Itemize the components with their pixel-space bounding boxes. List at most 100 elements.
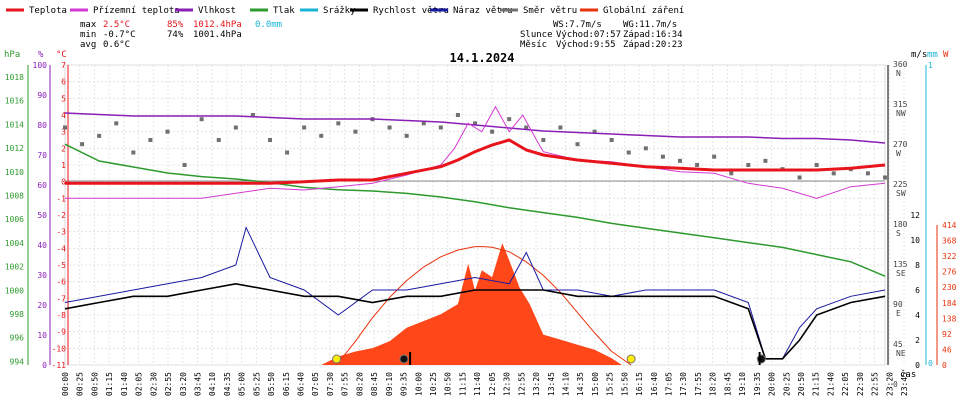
wind-direction-point	[63, 125, 67, 130]
dir-tick-label: 315	[893, 100, 908, 109]
ground-temperature-line	[65, 105, 886, 199]
humidity-tick-label: 70	[37, 151, 47, 160]
wind-direction-point	[438, 125, 443, 130]
temp-tick-label: 3	[61, 128, 66, 137]
wind-direction-point	[490, 129, 495, 134]
dir-compass-label: SW	[896, 189, 906, 198]
hpa-tick-label: 1004	[5, 239, 24, 248]
time-tick-label: 10:25	[429, 372, 438, 396]
temp-tick-label: 7	[61, 61, 66, 70]
humidity-axis-unit: %	[38, 50, 44, 60]
time-tick-label: 08:45	[370, 372, 379, 396]
wind-speed-line	[64, 282, 886, 360]
time-tick-label: 10:50	[444, 372, 453, 396]
time-tick-label: 07:30	[326, 372, 335, 396]
humidity-tick-label: 80	[37, 121, 47, 130]
time-tick-label: 14:35	[576, 372, 585, 396]
axes: hPa% °C1018101610141012101010081006100410…	[4, 50, 957, 396]
radiation-tick-label: 276	[942, 268, 957, 277]
time-tick-label: 22:30	[856, 372, 865, 396]
rain-tick-label: 1	[928, 61, 933, 70]
time-tick-label: 00:50	[90, 372, 99, 396]
radiation-tick-label: 414	[942, 221, 957, 230]
time-tick-label: 04:10	[208, 372, 217, 396]
legend-label: Teplota	[29, 6, 67, 16]
moonrise-info: Východ:9:55	[556, 40, 616, 50]
stats-pressure: 1001.4hPa	[193, 30, 242, 40]
radiation-tick-label: 0	[942, 361, 947, 370]
time-tick-label: 03:20	[179, 372, 188, 396]
radiation-tick-label: 368	[942, 237, 957, 246]
wind-direction-point	[336, 121, 341, 126]
wind-direction-point	[216, 138, 221, 143]
stats-humidity: 74%	[167, 30, 184, 40]
wind-speed-info: WS:7.7m/s	[553, 20, 602, 30]
time-tick-label: 11:15	[458, 372, 467, 396]
humidity-tick-label: 60	[37, 181, 47, 190]
hpa-tick-label: 994	[10, 357, 25, 366]
stats-temp: 2.5°C	[103, 20, 130, 30]
theoretical-radiation-line	[336, 246, 632, 366]
time-tick-label: 09:35	[400, 372, 409, 396]
wind-axis-unit: m/s	[911, 50, 927, 60]
dir-compass-label: SE	[896, 269, 906, 278]
wind-direction-point	[80, 142, 85, 147]
stats-temp: -0.7°C	[103, 30, 136, 40]
time-tick-label: 21:40	[826, 372, 835, 396]
time-tick-label: 17:30	[679, 372, 688, 396]
hpa-tick-label: 998	[10, 310, 25, 319]
wind-direction-point	[473, 121, 477, 126]
legend-label: Tlak	[273, 6, 295, 16]
time-tick-label: 02:30	[149, 372, 158, 396]
sun-label: Slunce	[520, 30, 553, 40]
time-tick-label: 09:10	[385, 372, 394, 396]
sunset-info: Západ:16:34	[623, 30, 683, 40]
time-tick-label: 23:20	[885, 372, 894, 396]
time-tick-label: 13:20	[532, 372, 541, 396]
wind-tick-label: 0	[915, 361, 920, 370]
hpa-tick-label: 1000	[5, 286, 24, 295]
wind-direction-point	[660, 154, 665, 159]
stats-pressure: 1012.4hPa	[193, 20, 242, 30]
wind-direction-point	[592, 129, 597, 134]
time-tick-label: 16:15	[635, 372, 644, 396]
humidity-line	[64, 112, 886, 144]
wind-direction-point	[729, 171, 734, 176]
wind-direction-point	[131, 150, 136, 155]
sunrise-marker	[332, 354, 342, 364]
humidity-tick-label: 40	[37, 241, 47, 250]
wind-direction-point	[421, 121, 426, 126]
hpa-tick-label: 1014	[5, 120, 24, 129]
wind-gust-info: WG:11.7m/s	[623, 20, 677, 30]
temp-tick-label: 6	[61, 78, 66, 87]
radiation-tick-label: 230	[942, 283, 957, 292]
dir-tick-label: 180	[893, 220, 908, 229]
time-tick-label: 23:45	[900, 372, 909, 396]
time-tick-label: 08:20	[355, 372, 364, 396]
wind-direction-point	[507, 117, 512, 122]
radiation-tick-label: 322	[942, 252, 957, 261]
wind-direction-point	[609, 138, 614, 143]
wind-tick-label: 4	[915, 311, 920, 320]
wind-tick-label: 10	[910, 236, 920, 245]
wind-direction-point	[302, 125, 307, 130]
dir-compass-label: E	[896, 309, 901, 318]
radiation-tick-label: 46	[942, 345, 952, 354]
time-tick-label: 00:25	[76, 372, 85, 396]
time-tick-label: 19:35	[753, 372, 762, 396]
hpa-tick-label: 1006	[5, 215, 24, 224]
time-tick-label: 15:00	[591, 372, 600, 396]
legend-label: Přízemní teplota	[93, 6, 180, 16]
dir-compass-label: N	[896, 69, 901, 78]
wind-direction-point	[558, 125, 563, 130]
series	[63, 105, 887, 366]
time-tick-label: 18:45	[723, 372, 732, 396]
time-tick-label: 15:50	[620, 372, 629, 396]
wind-direction-point	[797, 175, 802, 180]
moon-label: Měsíc	[520, 40, 547, 50]
wind-direction-point	[404, 133, 409, 138]
wind-direction-point	[695, 163, 700, 168]
wind-tick-label: 6	[915, 286, 920, 295]
time-tick-label: 12:05	[488, 372, 497, 396]
wind-direction-point	[97, 133, 102, 138]
